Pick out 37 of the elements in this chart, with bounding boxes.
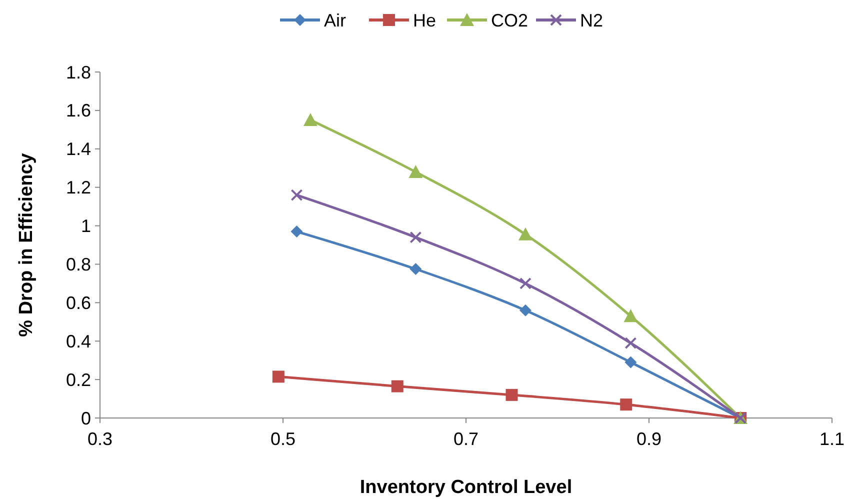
legend-label: N2 <box>580 10 604 30</box>
point <box>624 337 637 350</box>
point <box>519 304 532 316</box>
point <box>519 277 532 290</box>
point <box>290 189 303 202</box>
point <box>624 309 638 322</box>
x-tick-label: 1.1 <box>819 429 845 449</box>
point <box>518 227 532 240</box>
x-tick-label: 0.5 <box>270 429 296 449</box>
point <box>506 388 518 401</box>
y-tick-label: 0 <box>80 408 91 428</box>
y-tick-label: 1.8 <box>66 62 91 82</box>
y-axis-title: % Drop in Efficiency <box>16 152 37 337</box>
point <box>410 231 422 244</box>
point <box>408 164 423 178</box>
point <box>391 380 404 392</box>
y-tick-label: 0.6 <box>66 292 91 313</box>
x-axis-title: Inventory Control Level <box>360 477 572 498</box>
y-tick-label: 1.2 <box>66 178 91 198</box>
y-tick-label: 1 <box>80 216 91 236</box>
y-tick-label: 1.6 <box>66 100 91 121</box>
point <box>620 398 632 411</box>
legend-label: He <box>413 10 436 30</box>
legend-label: Air <box>324 10 346 30</box>
point <box>303 113 318 126</box>
point <box>624 356 637 368</box>
y-tick-label: 1.4 <box>66 139 91 160</box>
point <box>290 226 303 238</box>
y-tick-label: 0.4 <box>66 331 91 352</box>
x-tick-label: 0.3 <box>87 429 113 449</box>
point <box>272 370 284 383</box>
legend-label: CO2 <box>491 10 528 30</box>
y-tick-label: 0.2 <box>66 370 91 390</box>
point <box>410 263 422 276</box>
x-tick-label: 0.9 <box>636 429 662 449</box>
x-tick-label: 0.7 <box>453 429 479 449</box>
y-tick-label: 0.8 <box>66 254 91 275</box>
